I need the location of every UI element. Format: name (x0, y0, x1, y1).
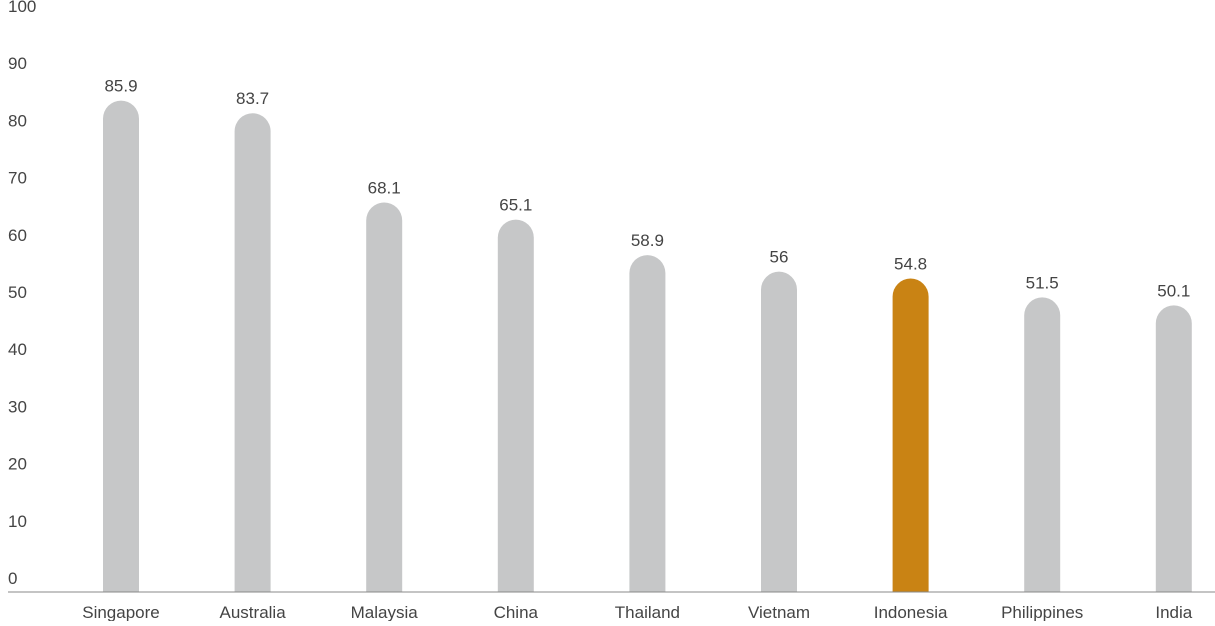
bar-australia (234, 113, 271, 592)
value-label: 51.5 (1026, 273, 1059, 292)
value-label: 58.9 (631, 231, 664, 250)
y-tick-label: 30 (8, 397, 27, 416)
x-tick-label: Malaysia (351, 603, 419, 621)
value-label: 50.1 (1157, 281, 1190, 300)
y-tick-label: 80 (8, 111, 27, 130)
x-tick-label: Australia (220, 603, 287, 621)
y-tick-label: 20 (8, 455, 27, 474)
y-tick-label: 70 (8, 169, 27, 188)
bars (103, 100, 1192, 593)
y-axis-ticks: 0 10 20 30 40 50 60 70 80 90 100 (8, 0, 36, 588)
bar-india (1155, 305, 1192, 592)
value-label: 56 (770, 248, 789, 267)
x-tick-label: Vietnam (748, 603, 810, 621)
x-tick-label: India (1155, 603, 1192, 621)
y-tick-label: 90 (8, 54, 27, 73)
y-tick-label: 0 (8, 569, 17, 588)
value-label: 54.8 (894, 255, 927, 274)
y-tick-label: 50 (8, 283, 27, 302)
value-label: 85.9 (104, 77, 137, 96)
value-labels: 85.9 83.7 68.1 65.1 58.9 56 54.8 51.5 50.1 (104, 77, 1190, 301)
x-tick-label: China (494, 603, 539, 621)
bar-malaysia (366, 202, 403, 592)
value-label: 68.1 (368, 178, 401, 197)
y-tick-label: 10 (8, 512, 27, 531)
bar-thailand (629, 255, 666, 592)
x-tick-label: Singapore (82, 603, 160, 621)
bar-vietnam (761, 271, 797, 592)
bar-philippines (1024, 297, 1061, 592)
x-tick-label: Indonesia (874, 603, 948, 621)
bar-indonesia (892, 278, 929, 592)
x-axis-labels: Singapore Australia Malaysia China Thailand V… (82, 603, 1193, 622)
value-label: 83.7 (236, 89, 269, 108)
bar-singapore (103, 100, 139, 592)
y-tick-label: 60 (8, 226, 27, 245)
x-tick-label: Thailand (615, 603, 680, 621)
bar-china (497, 219, 534, 593)
value-label: 65.1 (499, 196, 532, 215)
y-tick-label: 40 (8, 340, 27, 359)
y-tick-label: 100 (8, 0, 36, 16)
x-tick-label: Philippines (1001, 603, 1083, 621)
